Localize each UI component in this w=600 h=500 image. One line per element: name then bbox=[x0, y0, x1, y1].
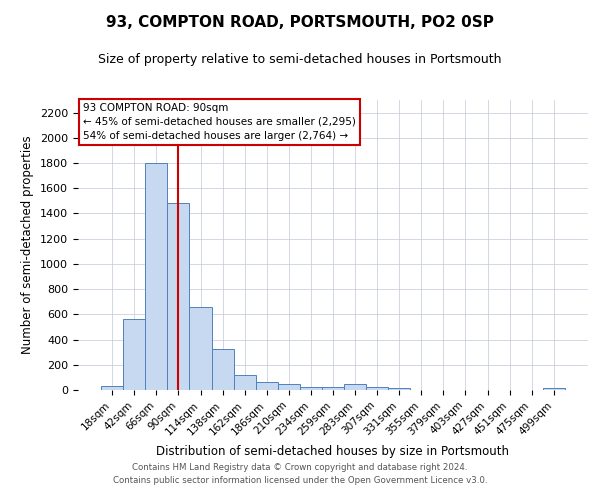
Bar bbox=[167, 204, 190, 390]
Bar bbox=[366, 388, 388, 390]
Bar bbox=[101, 386, 123, 390]
Bar bbox=[300, 387, 322, 390]
X-axis label: Distribution of semi-detached houses by size in Portsmouth: Distribution of semi-detached houses by … bbox=[157, 445, 509, 458]
Bar bbox=[190, 307, 212, 390]
Bar bbox=[322, 388, 344, 390]
Text: Contains HM Land Registry data © Crown copyright and database right 2024.: Contains HM Land Registry data © Crown c… bbox=[132, 464, 468, 472]
Text: Contains public sector information licensed under the Open Government Licence v3: Contains public sector information licen… bbox=[113, 476, 487, 485]
Bar bbox=[543, 388, 565, 390]
Bar bbox=[344, 384, 366, 390]
Y-axis label: Number of semi-detached properties: Number of semi-detached properties bbox=[22, 136, 34, 354]
Text: 93 COMPTON ROAD: 90sqm
← 45% of semi-detached houses are smaller (2,295)
54% of : 93 COMPTON ROAD: 90sqm ← 45% of semi-det… bbox=[83, 103, 356, 141]
Text: Size of property relative to semi-detached houses in Portsmouth: Size of property relative to semi-detach… bbox=[98, 52, 502, 66]
Bar bbox=[278, 384, 300, 390]
Bar bbox=[388, 388, 410, 390]
Bar bbox=[145, 163, 167, 390]
Bar bbox=[123, 320, 145, 390]
Text: 93, COMPTON ROAD, PORTSMOUTH, PO2 0SP: 93, COMPTON ROAD, PORTSMOUTH, PO2 0SP bbox=[106, 15, 494, 30]
Bar bbox=[256, 382, 278, 390]
Bar bbox=[212, 349, 233, 390]
Bar bbox=[233, 375, 256, 390]
